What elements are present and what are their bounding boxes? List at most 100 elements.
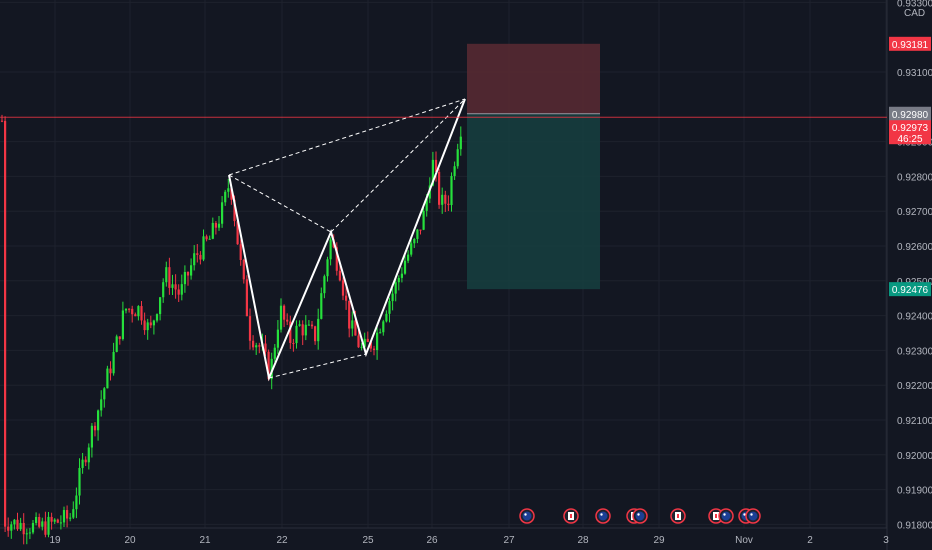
candle-up <box>403 260 407 274</box>
candle-up <box>459 136 462 150</box>
candle-down <box>196 253 199 255</box>
candle-up <box>112 351 115 374</box>
y-axis[interactable]: 0.933000.931000.929000.928000.927000.926… <box>897 0 932 531</box>
candle-up <box>425 198 428 211</box>
candle-down <box>134 314 137 317</box>
event-marker-au[interactable] <box>745 508 761 524</box>
candle-up <box>190 265 193 276</box>
candle-up <box>351 320 354 329</box>
candle-up <box>317 318 320 342</box>
entry-badge-bg <box>889 106 931 121</box>
x-axis[interactable]: 19 20 21 22 25 26 27 28 29 Nov 2 3 <box>49 535 889 546</box>
y-tick-label: 0.91900 <box>897 486 932 497</box>
candle-up <box>416 229 419 239</box>
flag-au-star <box>524 513 527 516</box>
candle-down <box>140 306 143 321</box>
stop-loss-badge-bg <box>889 36 931 51</box>
candle-up <box>320 293 323 319</box>
event-marker-au[interactable] <box>595 508 611 524</box>
current-price-badge-bg <box>889 120 931 145</box>
candle-down <box>118 336 121 340</box>
flag-ca-leaf <box>715 514 717 518</box>
candle-down <box>143 320 146 331</box>
candle-down <box>168 267 171 288</box>
candle-down <box>248 316 252 341</box>
x-tick-label: 21 <box>199 535 211 546</box>
candle-down <box>348 300 351 329</box>
y-tick-label: 0.92200 <box>897 381 932 392</box>
candle-up <box>152 320 155 326</box>
candle-down <box>93 425 97 431</box>
candle-up <box>97 410 100 431</box>
x-tick-label: 22 <box>276 535 288 546</box>
candle-up <box>69 517 72 519</box>
flag-au-star <box>723 513 726 516</box>
candle-down <box>258 345 261 347</box>
y-tick-label: 0.92100 <box>897 416 932 427</box>
x-tick-label: 28 <box>577 535 589 546</box>
candle-up <box>19 522 22 530</box>
event-marker-au[interactable] <box>519 508 535 524</box>
candle-down <box>239 244 242 260</box>
flag-au-icon <box>721 511 731 521</box>
take-profit-zone <box>467 113 600 290</box>
candle-up <box>10 524 13 531</box>
candle-up <box>115 336 118 352</box>
y-tick-label: 0.92300 <box>897 346 932 357</box>
candle-down <box>301 324 304 336</box>
x-tick-label: 26 <box>426 535 438 546</box>
candle-down <box>419 229 422 231</box>
event-marker-au[interactable] <box>718 508 734 524</box>
candle-up <box>59 522 62 524</box>
candle-up <box>363 338 366 347</box>
y-tick-label: 0.91800 <box>897 520 932 531</box>
candle-up <box>227 188 230 192</box>
candle-up <box>62 510 66 523</box>
flag-au-icon <box>598 511 608 521</box>
candle-up <box>431 159 434 186</box>
candle-up <box>159 297 162 315</box>
flag-au-star <box>600 513 603 516</box>
current-price-badge-text: 46:25 <box>897 134 922 145</box>
currency-label: CAD <box>904 8 925 19</box>
candle-down <box>314 326 317 342</box>
candle-up <box>87 447 90 463</box>
event-marker-ca[interactable] <box>563 508 579 524</box>
candle-up <box>407 254 410 261</box>
candle-up <box>453 166 456 177</box>
candle-down <box>4 120 7 527</box>
x-tick-label: 29 <box>653 535 665 546</box>
candle-up <box>171 284 174 288</box>
y-tick-label: 0.92000 <box>897 451 932 462</box>
take-profit-badge-text: 0.92476 <box>892 285 929 296</box>
candle-down <box>264 343 267 352</box>
event-marker-ca[interactable] <box>670 508 686 524</box>
candle-up <box>137 306 140 317</box>
entry-badge: 0.92980 <box>889 106 931 121</box>
candle-down <box>84 459 87 463</box>
take-profit-badge-bg <box>889 282 931 297</box>
harmonic-pattern <box>228 98 466 382</box>
economic-events[interactable] <box>519 508 761 524</box>
candle-down <box>236 221 239 245</box>
candle-down <box>230 188 233 200</box>
candle-down <box>444 194 447 204</box>
stop-loss-badge: 0.93181 <box>889 36 931 51</box>
entry-badge-text: 0.92980 <box>892 110 929 121</box>
position-zones <box>467 43 600 290</box>
flag-ca-leaf <box>570 514 572 518</box>
stop-loss-badge-text: 0.93181 <box>892 40 929 51</box>
candle-up <box>183 271 186 285</box>
event-marker-au[interactable] <box>632 508 648 524</box>
candle-up <box>221 202 224 224</box>
candle-up <box>90 425 93 448</box>
candle-up <box>47 516 50 535</box>
candle-down <box>131 308 134 315</box>
candle-up <box>208 238 211 240</box>
candle-down <box>149 322 152 326</box>
y-tick-label: 0.93100 <box>897 68 932 79</box>
candle-down <box>447 203 450 206</box>
candle-down <box>366 338 369 342</box>
